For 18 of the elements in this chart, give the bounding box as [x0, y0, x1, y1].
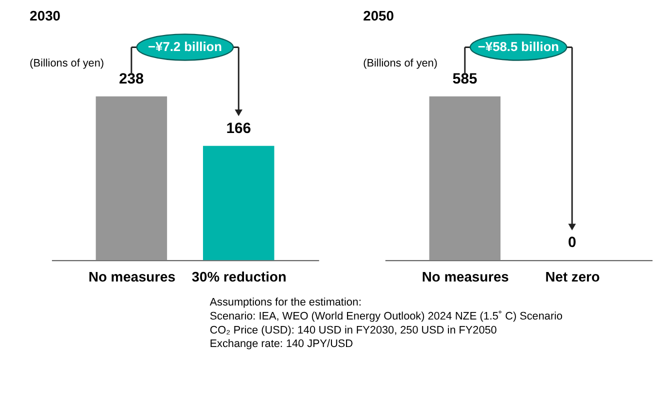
data-label: 0: [568, 235, 576, 252]
x-tick-label: Net zero: [545, 268, 600, 284]
y-axis-title: (Billions of yen): [30, 58, 104, 70]
text: −¥58.5 billion: [478, 39, 560, 54]
text: −¥7.2 billion: [148, 39, 222, 54]
data-label: 585: [452, 72, 478, 88]
y-axis-title: (Billions of yen): [363, 58, 438, 70]
chart-title: 2050: [363, 8, 394, 24]
x-tick-label: 30% reduction: [192, 268, 286, 284]
x-tick-label: No measures: [422, 268, 510, 284]
chart-title: 2030: [30, 8, 61, 24]
text: Exchange rate: 140 JPY/USD: [210, 338, 354, 350]
text: CO₂ Price (USD): 140 USD in FY2030, 250 USD in FY2050: [210, 324, 497, 336]
text: Assumptions for the estimation:: [210, 296, 362, 309]
data-label: 166: [226, 121, 251, 138]
text: Scenario: IEA, WEO (World Energy Outlook) 2024 NZE (1.5˚ C) Scenario: [210, 310, 563, 322]
data-label: 238: [119, 72, 144, 88]
x-tick-label: No measures: [88, 268, 176, 284]
